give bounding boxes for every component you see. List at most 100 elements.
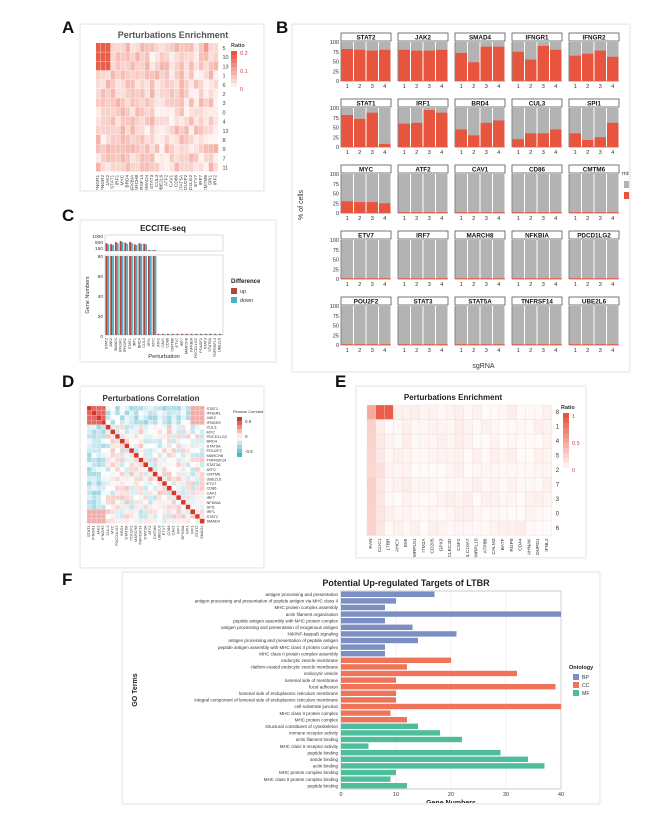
go-term-label: MHC class II receptor activity: [280, 744, 339, 749]
ko-bar: [398, 212, 410, 213]
heat-cell: [463, 462, 473, 478]
heat-cell: [498, 491, 508, 507]
x-tick-label: 3: [542, 216, 545, 222]
y-tick-label: 0: [336, 277, 339, 283]
heat-cell: [198, 98, 204, 108]
np-bar: [493, 240, 505, 279]
corr-cell: [101, 448, 106, 454]
panel-label-a: A: [62, 18, 75, 37]
corr-cell: [190, 424, 196, 430]
row-label: SMAD4: [207, 519, 221, 524]
np-bar: [366, 174, 378, 213]
ko-bar: [594, 50, 606, 81]
heat-cell: [164, 135, 170, 144]
heat-cell: [135, 162, 140, 172]
heat-cell: [184, 79, 189, 89]
down-bar: [145, 256, 147, 335]
corr-cell: [101, 509, 106, 515]
corr-cell: [152, 518, 158, 524]
ko-bar: [423, 344, 435, 345]
col-label: IFNL2: [544, 538, 550, 551]
row-label: 4: [556, 439, 560, 445]
corr-cell: [96, 495, 102, 501]
ko-bar: [525, 133, 537, 147]
row-label: 2: [223, 92, 226, 98]
corr-cell: [148, 443, 153, 449]
heat-cell: [115, 116, 121, 126]
heat-cell: [100, 89, 106, 98]
heat-cell: [428, 506, 438, 522]
x-tick-label: 2: [472, 150, 475, 156]
heat-cell: [125, 144, 130, 154]
x-tick-label: 1: [460, 348, 463, 354]
go-term-label: peptide antigen assembly with MHC class …: [218, 645, 339, 650]
corr-cell: [199, 509, 205, 515]
lower-y-tick: 80: [98, 254, 104, 260]
go-term-label: NIK/NF-kappaB signaling: [287, 632, 338, 637]
corr-cell: [148, 509, 153, 515]
corr-cell: [148, 429, 153, 435]
legend-swatch: [237, 421, 242, 425]
panel-d-title: Perturbations Correlation: [103, 394, 200, 403]
heat-cell: [125, 52, 130, 62]
corr-cell: [148, 481, 153, 486]
x-axis-label: sgRNA: [472, 363, 495, 370]
corr-cell: [124, 504, 130, 510]
x-tick-label: 1: [346, 150, 349, 156]
corr-cell: [148, 457, 153, 463]
corr-cell: [101, 424, 106, 430]
go-term-label: peptide antigen assembly with MHC protei…: [233, 618, 339, 623]
heat-cell: [145, 107, 150, 117]
heat-cell: [145, 98, 150, 108]
corr-cell: [176, 490, 182, 496]
corr-cell: [138, 457, 144, 463]
go-term-label: amide binding: [310, 757, 339, 762]
corr-cell: [195, 518, 200, 524]
down-bar: [130, 256, 133, 335]
corr-cell: [101, 438, 106, 444]
corr-cell: [162, 485, 167, 491]
down-bar: [107, 256, 110, 335]
heat-cell: [198, 144, 204, 154]
row-label: 0: [223, 110, 226, 116]
heat-cell: [384, 404, 394, 420]
x-tick-label: 3: [542, 282, 545, 288]
heat-cell: [125, 70, 130, 80]
corr-cell: [180, 514, 186, 519]
heat-cell: [198, 79, 204, 89]
heat-cell: [149, 144, 155, 154]
corr-cell: [185, 481, 191, 486]
corr-cell: [143, 504, 149, 510]
corr-cell: [110, 485, 116, 491]
heat-cell: [120, 89, 126, 98]
heat-cell: [189, 135, 194, 144]
ko-bar: [525, 212, 537, 213]
legend-swatch: [563, 468, 569, 473]
corr-cell: [91, 485, 97, 491]
x-tick-label: 1: [346, 348, 349, 354]
corr-cell: [171, 410, 177, 416]
facet-title: JAK2: [415, 34, 432, 41]
corr-cell: [176, 495, 182, 501]
facet-title: PDCD1LG2: [577, 232, 611, 239]
heat-cell: [525, 506, 535, 522]
np-bar: [480, 174, 492, 213]
heat-cell: [498, 506, 508, 522]
facet-strip: [397, 296, 449, 306]
x-tick-label: 1: [403, 348, 406, 354]
heat-cell: [149, 98, 155, 108]
legend-tick: 0.5: [572, 441, 580, 447]
corr-cell: [96, 462, 102, 468]
col-label: ATP8B: [482, 539, 488, 554]
x-tick-label: 4: [440, 282, 444, 288]
heat-cell: [498, 404, 508, 420]
corr-cell: [119, 490, 125, 496]
corr-cell: [86, 415, 92, 421]
go-term-label: MHC class II protein complex: [279, 711, 338, 716]
heat-cell: [159, 153, 165, 163]
heat-cell: [213, 52, 219, 62]
heat-cell: [100, 98, 106, 108]
corr-cell: [115, 481, 120, 486]
heat-cell: [419, 462, 429, 478]
heat-cell: [174, 70, 179, 80]
